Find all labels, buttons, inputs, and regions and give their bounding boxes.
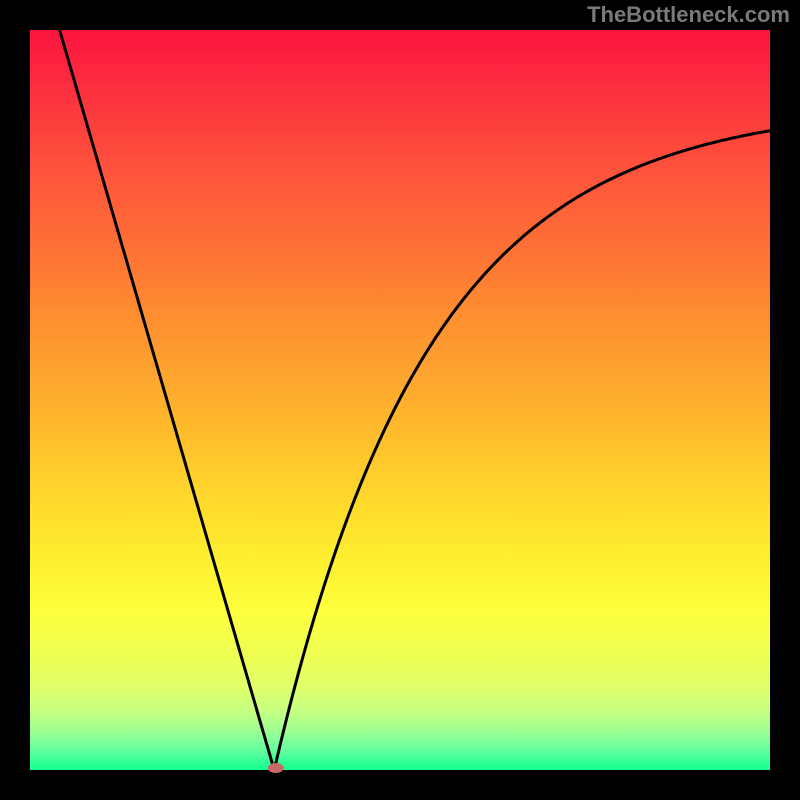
- chart-container: TheBottleneck.com: [0, 0, 800, 800]
- watermark-text: TheBottleneck.com: [587, 2, 790, 28]
- minimum-marker: [268, 763, 284, 773]
- chart-svg: [0, 0, 800, 800]
